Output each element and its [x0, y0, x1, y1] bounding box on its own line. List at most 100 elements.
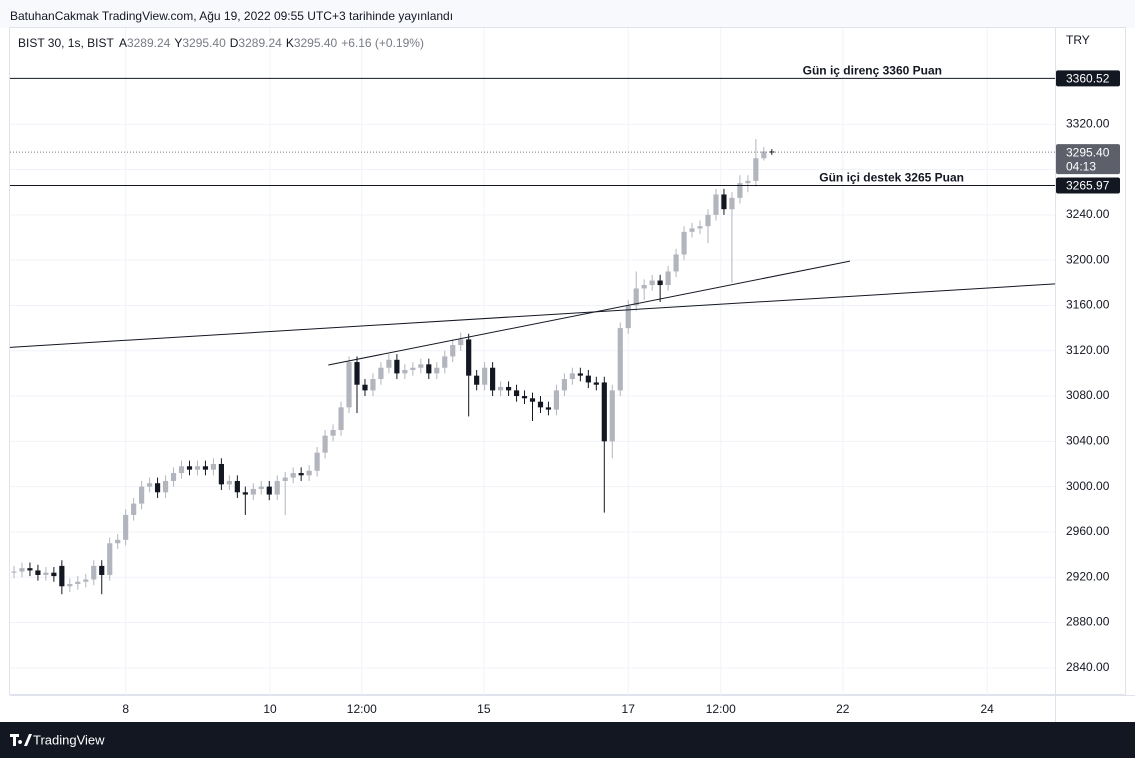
candle-body: [729, 197, 735, 210]
candle-body: [107, 543, 113, 575]
x-tick-label: 22: [836, 702, 850, 716]
candle-body: [91, 565, 97, 580]
level-badge: [1056, 70, 1120, 87]
y-tick-label: 2840.00: [1066, 660, 1110, 674]
candle-body: [298, 473, 304, 476]
y-tick-label: 3120.00: [1066, 343, 1110, 357]
candle-body: [657, 280, 663, 286]
candle-body: [561, 379, 568, 391]
candle-body: [482, 367, 488, 385]
candle-body: [282, 477, 288, 481]
legend-key: K: [286, 36, 294, 50]
candle-body: [537, 401, 544, 408]
y-tick-label: 3320.00: [1066, 116, 1110, 130]
x-tick-label: 10: [263, 702, 277, 716]
candle-body: [458, 339, 464, 346]
candle-body: [466, 339, 472, 376]
candle-body: [585, 375, 591, 383]
candle-body: [721, 194, 727, 210]
candle-body: [474, 375, 480, 385]
legend-key: Y: [174, 36, 182, 50]
candle-body: [67, 584, 73, 587]
symbol: BIST 30, 1s, BIST: [18, 36, 114, 50]
candle-body: [569, 373, 575, 380]
legend-value: 3289.24: [127, 36, 171, 50]
candle-body: [51, 572, 57, 577]
x-tick-label: 15: [477, 702, 491, 716]
candle-body: [490, 367, 496, 391]
candle-body: [226, 480, 232, 485]
x-tick-label: 24: [981, 702, 995, 716]
candle-body: [713, 194, 719, 215]
candle-body: [450, 345, 456, 357]
candle-body: [649, 280, 655, 286]
candle-body: [194, 466, 201, 470]
candle-body: [497, 386, 504, 391]
candle-body: [131, 503, 137, 515]
x-tick-label: 12:00: [706, 702, 736, 716]
candle-body: [99, 565, 105, 575]
y-tick-label: 2920.00: [1066, 569, 1110, 583]
candle-body: [123, 514, 129, 540]
trend-line: [9, 283, 1056, 348]
candle-body: [139, 486, 145, 504]
candle-body: [641, 285, 647, 289]
candle-body: [234, 480, 240, 493]
candle-body: [617, 328, 623, 391]
candle-body: [370, 379, 376, 391]
candle-body: [202, 466, 209, 470]
candle-body: [402, 369, 408, 374]
candle-body: [378, 367, 384, 380]
candle-body: [354, 362, 360, 385]
candle-body: [338, 407, 344, 431]
level-text: Gün içi destek 3265 Puan: [819, 171, 964, 185]
candle-body: [386, 359, 392, 368]
candle-body: [761, 151, 767, 159]
candle-body: [434, 367, 440, 374]
level-badge-label: 3360.52: [1066, 72, 1110, 86]
published-note: BatuhanCakmak TradingView.com, Ağu 19, 2…: [10, 9, 453, 23]
top-bar: [0, 0, 1135, 28]
candle-body: [418, 364, 424, 368]
candle-body: [27, 568, 33, 571]
level-badge: [1056, 177, 1120, 194]
brand: TradingView: [33, 732, 105, 747]
legend-key: D: [230, 36, 239, 50]
candle-body: [633, 288, 639, 306]
candle-body: [769, 151, 775, 153]
level-badge-label: 3265.97: [1066, 179, 1110, 193]
candle-body: [745, 180, 751, 184]
candle-body: [250, 488, 256, 495]
candle-body: [346, 362, 352, 408]
candle-body: [513, 390, 520, 397]
candle-body: [306, 470, 312, 476]
candle-body: [75, 581, 81, 585]
candle-body: [154, 483, 161, 493]
candle-body: [290, 473, 296, 478]
candle-body: [330, 430, 336, 436]
y-tick-label: 3040.00: [1066, 434, 1110, 448]
logo-icon: [10, 734, 32, 746]
candle-body: [83, 579, 89, 582]
candle-body: [689, 228, 695, 232]
grid: [10, 28, 1055, 695]
legend-value: 3295.40: [182, 36, 226, 50]
candle-body: [601, 382, 607, 442]
x-tick-label: 17: [622, 702, 636, 716]
legend-key: A: [119, 36, 127, 50]
candle-body: [362, 384, 368, 391]
candle-body: [529, 398, 536, 402]
candle-body: [681, 231, 687, 255]
y-tick-label: 2960.00: [1066, 524, 1110, 538]
candle-body: [35, 570, 41, 575]
y-tick-label: 2880.00: [1066, 615, 1110, 629]
candle-body: [394, 359, 400, 374]
countdown: 04:13: [1066, 159, 1096, 173]
last-price-label: 3295.40: [1066, 145, 1110, 159]
level-text: Gün iç direnç 3360 Puan: [803, 64, 942, 78]
candle-body: [753, 158, 759, 181]
candle-body: [609, 390, 615, 442]
candle-body: [11, 571, 17, 573]
candle-body: [43, 572, 49, 575]
candle-body: [258, 486, 264, 489]
